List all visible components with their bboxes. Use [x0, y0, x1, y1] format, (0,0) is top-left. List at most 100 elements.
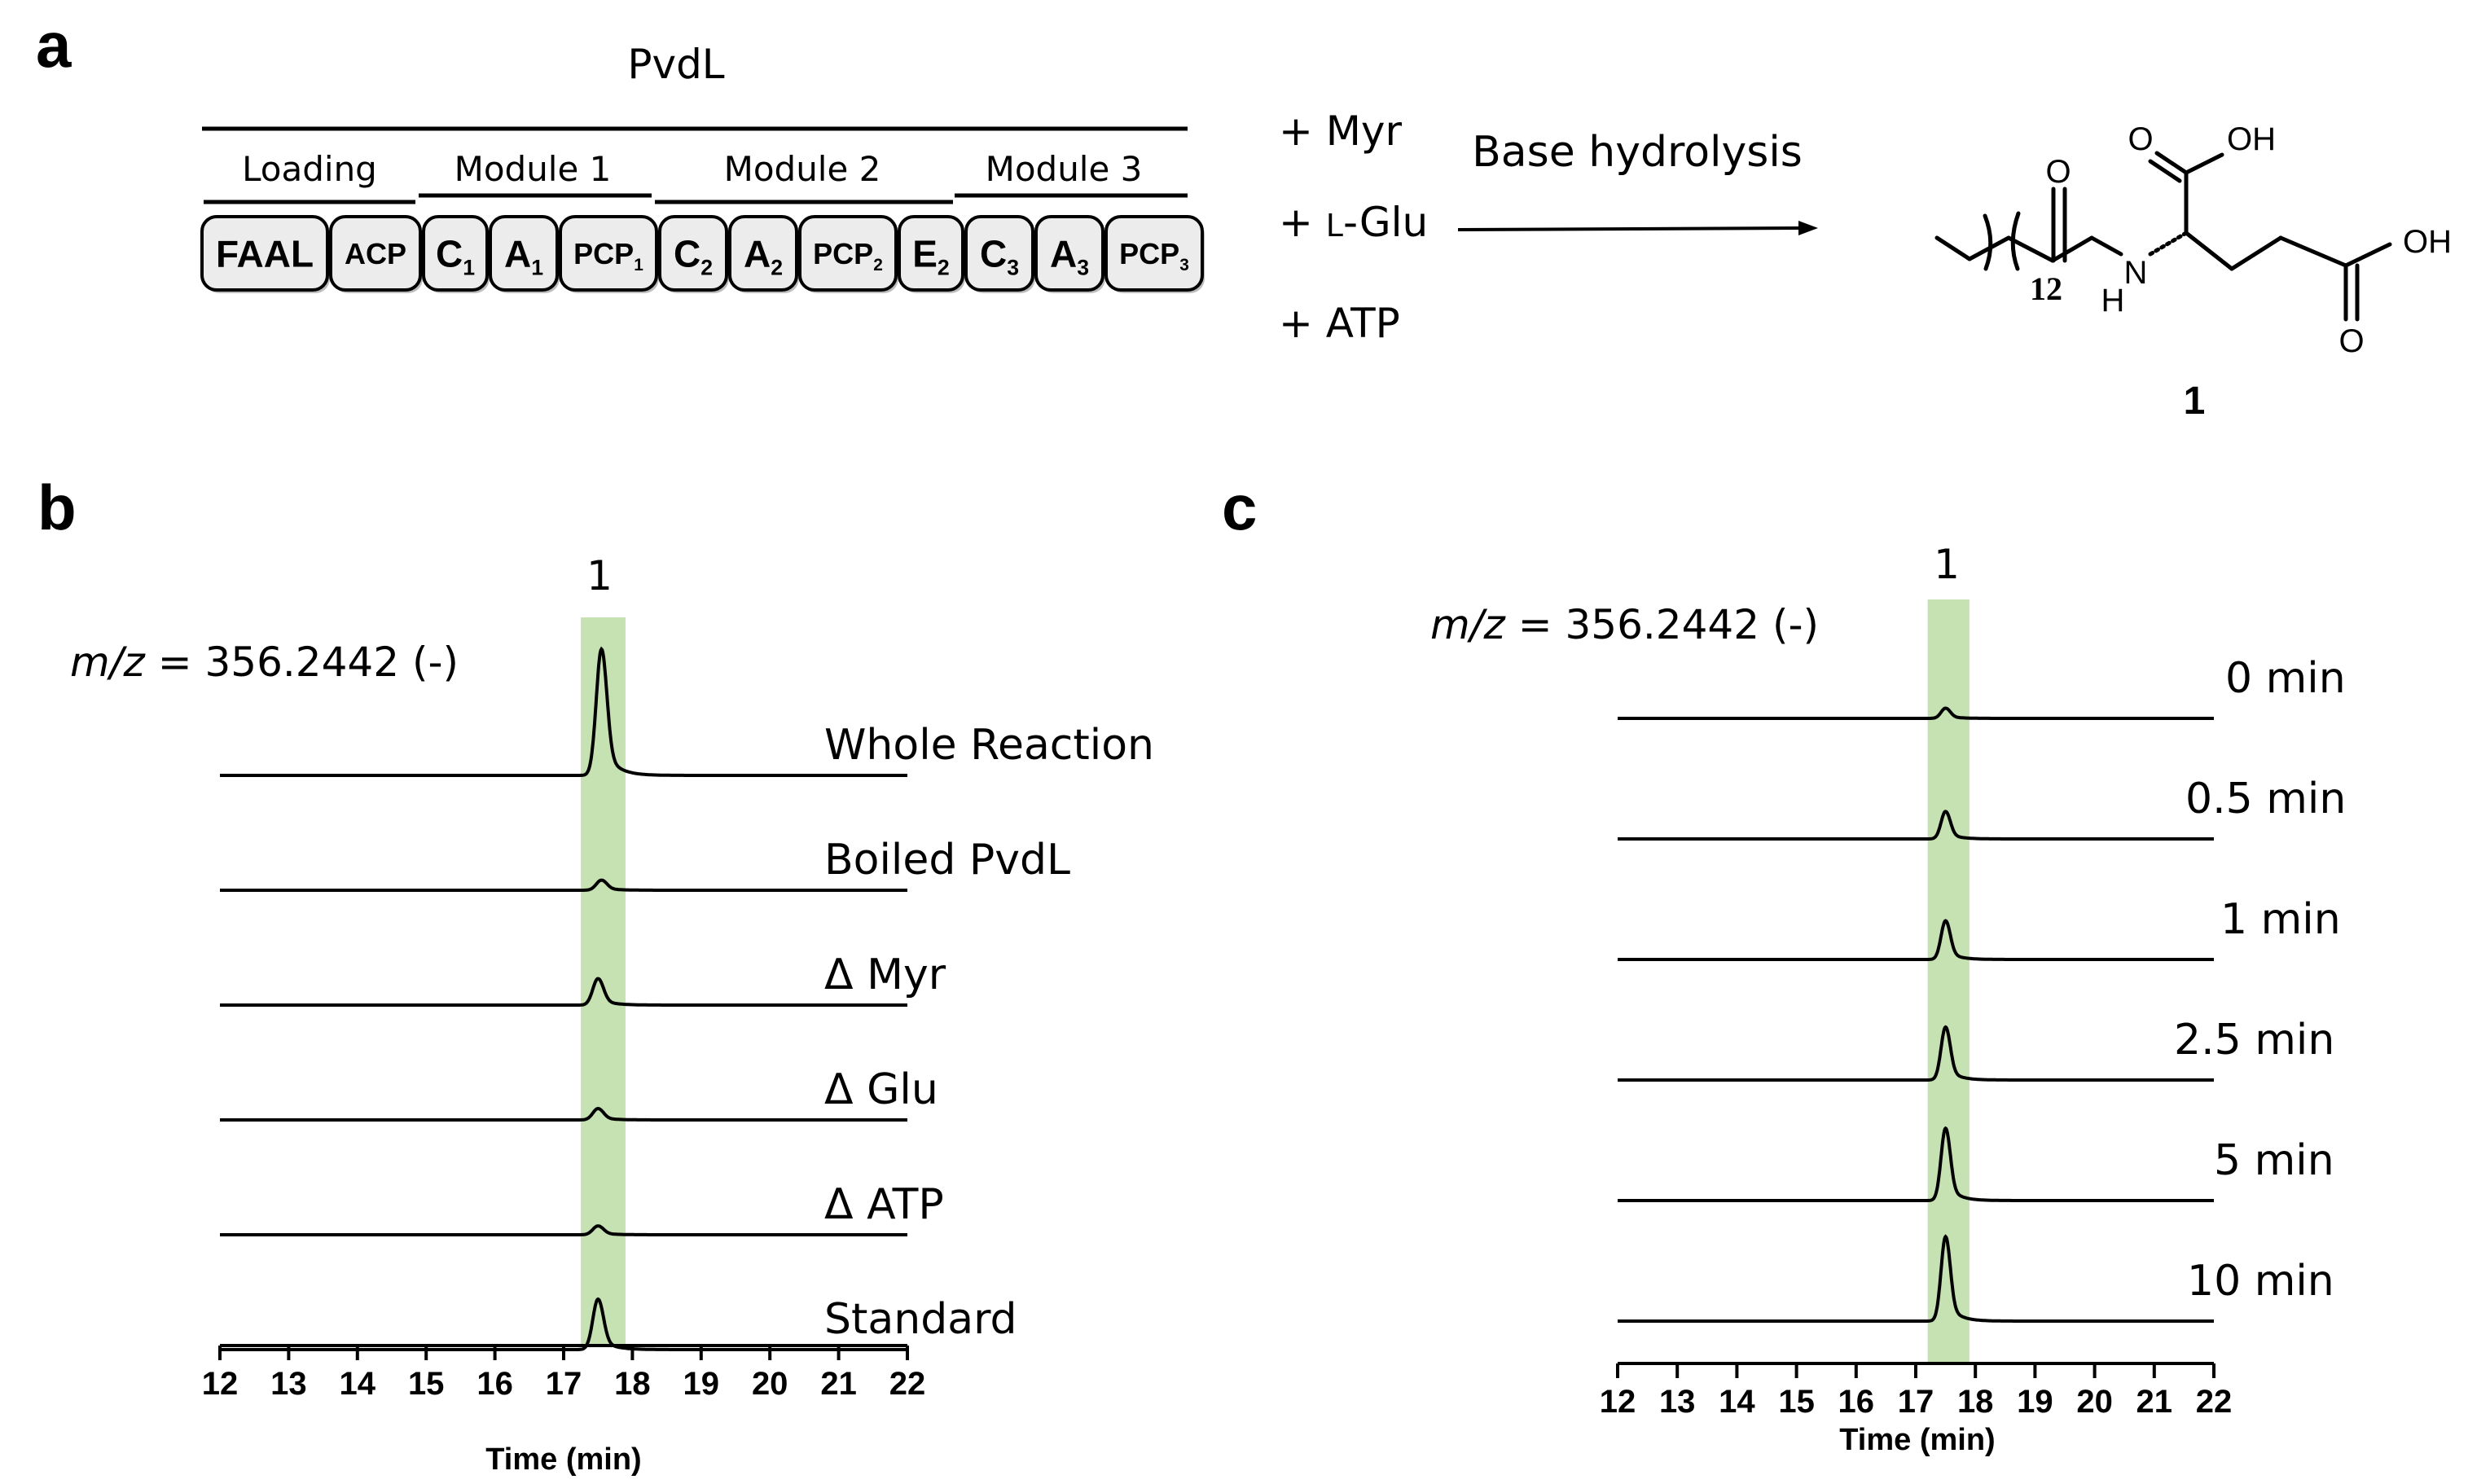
domain-a1: A1 [489, 215, 560, 293]
reagent-atp: + ATP [1279, 300, 1400, 347]
c-trace-label-2: 1 min [2220, 895, 2341, 944]
pvdl-architecture: PvdL Loading Module 1 Module 2 Module 3 … [200, 41, 1205, 293]
compound-1-atoms: O O OH OH O N H 12 [2030, 121, 2452, 359]
module-label-1: Module 1 [455, 149, 612, 189]
domain-c3: C3 [964, 215, 1035, 293]
b-tick-label-20: 20 [752, 1366, 788, 1402]
reagent-glu: + L-Glu [1279, 199, 1428, 246]
module-label-3: Module 3 [986, 149, 1143, 189]
domain-pcp1: PCP1 [559, 215, 659, 293]
domain-text: C1 [436, 233, 475, 280]
b-trace-label-4: Δ ATP [824, 1180, 944, 1229]
atom-n: N [2124, 255, 2148, 291]
domain-c2: C2 [658, 215, 729, 293]
b-trace-label-1: Boiled PvdL [824, 836, 1070, 885]
module-label-2: Module 2 [724, 149, 881, 189]
domain-a3: A3 [1034, 215, 1105, 293]
atom-oh-acid2: OH [2403, 224, 2452, 260]
c-trace-label-0: 0 min [2225, 654, 2346, 703]
c-tick-label-15: 15 [1778, 1384, 1815, 1420]
c-tick-label-12: 12 [1600, 1384, 1636, 1420]
domain-text: PCP2 [813, 237, 883, 274]
c-trace-2 [1618, 919, 2214, 961]
b-trace-3 [220, 1106, 907, 1122]
c-trace-5 [1618, 1234, 2214, 1323]
chart-b: 1 m/z = 356.2442 (-) Whole Reaction Boile… [70, 552, 1154, 1477]
domain-text: PCP1 [573, 237, 643, 274]
b-tick-label-13: 13 [270, 1366, 307, 1402]
b-trace-0 [220, 646, 907, 777]
atom-o-carbonyl: O [2045, 154, 2071, 190]
b-trace-4 [220, 1224, 907, 1236]
chart-c: 1 m/z = 356.2442 (-) 0 min 0.5 min 1 min 2.… [1430, 541, 2346, 1457]
reagents: + Myr + L-Glu + ATP [1279, 108, 1428, 347]
b-tick-label-19: 19 [683, 1366, 720, 1402]
b-tick-label-18: 18 [614, 1366, 651, 1402]
c-peak-label: 1 [1934, 541, 1960, 588]
c-tick-label-17: 17 [1898, 1384, 1934, 1420]
domain-text: C3 [980, 233, 1019, 280]
c-trace-0 [1618, 706, 2214, 720]
c-tick-label-19: 19 [2017, 1384, 2053, 1420]
b-xlabel: Time (min) [485, 1442, 641, 1477]
c-tick-label-16: 16 [1838, 1384, 1875, 1420]
b-tick-label-14: 14 [340, 1366, 376, 1402]
b-tick-label-21: 21 [820, 1366, 857, 1402]
c-xlabel: Time (min) [1839, 1423, 1995, 1457]
domain-row: FAAL ACP C1 A1 PCP1 C2 A2 PCP2 E2 C3 A3 PCP3 [200, 215, 1205, 293]
domain-c1: C1 [422, 215, 490, 293]
domain-text: E2 [912, 233, 950, 280]
pvdl-title: PvdL [627, 41, 724, 88]
domain-acp: ACP [329, 215, 423, 293]
b-trace-label-2: Δ Myr [824, 951, 946, 999]
domain-pcp3: PCP3 [1104, 215, 1205, 293]
domain-text: FAAL [216, 233, 314, 275]
domain-pcp2: PCP2 [798, 215, 898, 293]
c-trace-label-3: 2.5 min [2174, 1016, 2334, 1065]
c-trace-label-5: 10 min [2187, 1257, 2334, 1306]
c-tick-label-21: 21 [2136, 1384, 2173, 1420]
repeat-count: 12 [2030, 270, 2062, 307]
c-tick-label-20: 20 [2076, 1384, 2113, 1420]
b-tick-label-17: 17 [546, 1366, 582, 1402]
b-trace-label-5: Standard [824, 1295, 1017, 1344]
b-trace-2 [220, 977, 907, 1007]
atom-o-acid1: O [2128, 121, 2153, 157]
b-trace-label-3: Δ Glu [824, 1065, 938, 1114]
c-trace-label-1: 0.5 min [2185, 775, 2346, 823]
c-tick-label-22: 22 [2196, 1384, 2233, 1420]
b-trace-1 [220, 878, 907, 892]
c-trace-label-4: 5 min [2214, 1136, 2334, 1185]
domain-text: A2 [744, 233, 783, 280]
compound-1-structure [1934, 151, 2392, 322]
reagent-myr: + Myr [1279, 108, 1403, 155]
c-trace-3 [1618, 1025, 2214, 1082]
c-trace-4 [1618, 1126, 2214, 1202]
c-highlight-band [1927, 599, 1970, 1363]
panel-label-c: c [1222, 472, 1257, 543]
b-tick-label-16: 16 [476, 1366, 513, 1402]
panel-label-a: a [36, 9, 72, 81]
c-mz-label: m/z = 356.2442 (-) [1430, 601, 1819, 648]
atom-oh-acid1: OH [2227, 121, 2276, 157]
domain-a2: A2 [728, 215, 799, 293]
compound-label: 1 [2184, 380, 2206, 423]
domain-text: C2 [674, 233, 713, 280]
c-tick-label-18: 18 [1957, 1384, 1994, 1420]
b-peak-label: 1 [586, 552, 613, 599]
c-tick-label-14: 14 [1719, 1384, 1755, 1420]
atom-o-acid2: O [2338, 323, 2364, 359]
b-tick-label-22: 22 [889, 1366, 926, 1402]
b-tick-label-12: 12 [202, 1366, 239, 1402]
module-label-loading: Loading [242, 149, 377, 189]
domain-text: A3 [1050, 233, 1089, 280]
b-tick-label-15: 15 [408, 1366, 445, 1402]
atom-h: H [2101, 283, 2125, 318]
b-highlight-band [581, 617, 626, 1346]
arrow-label: Base hydrolysis [1472, 128, 1803, 177]
b-mz-label: m/z = 356.2442 (-) [70, 639, 459, 686]
b-trace-5 [220, 1297, 907, 1351]
domain-text: ACP [345, 237, 406, 270]
domain-text: PCP3 [1119, 237, 1189, 274]
